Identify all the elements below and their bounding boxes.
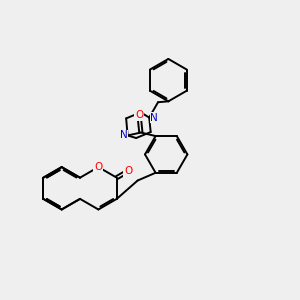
Text: O: O: [124, 166, 132, 176]
Text: N: N: [150, 112, 158, 122]
Text: O: O: [135, 110, 143, 120]
Text: N: N: [120, 130, 128, 140]
Text: O: O: [94, 162, 103, 172]
